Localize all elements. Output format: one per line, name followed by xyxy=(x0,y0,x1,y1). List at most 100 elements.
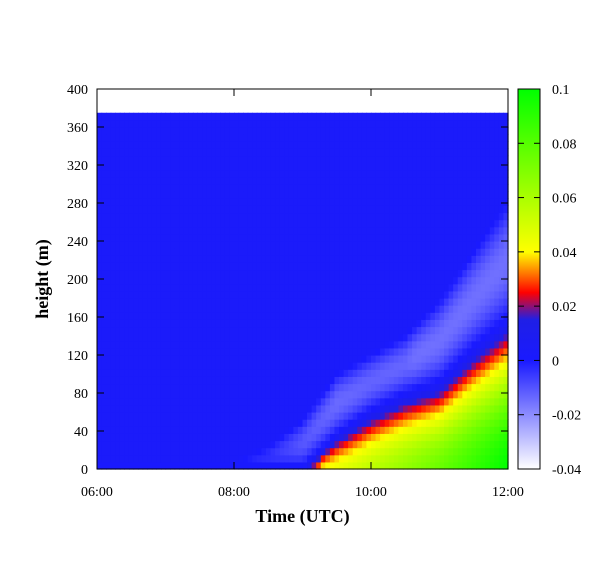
heatmap-cell xyxy=(357,141,363,149)
heatmap-cell xyxy=(224,262,231,271)
heatmap-cell xyxy=(421,347,427,356)
heatmap-cell xyxy=(316,184,322,192)
heatmap-cell xyxy=(279,219,285,228)
heatmap-cell xyxy=(202,305,208,313)
heatmap-cell xyxy=(329,176,336,185)
heatmap-cell xyxy=(256,355,262,363)
heatmap-cell xyxy=(503,198,509,206)
heatmap-cell xyxy=(407,205,413,214)
heatmap-cell xyxy=(375,269,381,278)
heatmap-cell xyxy=(97,340,103,349)
heatmap-cell xyxy=(124,433,130,442)
heatmap-cell xyxy=(138,390,144,399)
heatmap-cell xyxy=(247,312,253,320)
heatmap-cell xyxy=(293,127,299,135)
heatmap-cell xyxy=(101,447,107,456)
heatmap-cell xyxy=(325,298,331,306)
heatmap-cell xyxy=(106,276,112,285)
heatmap-cell xyxy=(434,262,441,271)
heatmap-cell xyxy=(165,326,171,335)
heatmap-cell xyxy=(402,319,409,328)
heatmap-cell xyxy=(165,191,171,199)
heatmap-cell xyxy=(224,376,231,385)
heatmap-cell xyxy=(252,269,258,278)
heatmap-cell xyxy=(197,233,203,242)
heatmap-cell xyxy=(471,312,477,320)
heatmap-cell xyxy=(174,461,180,470)
heatmap-cell xyxy=(270,198,276,206)
heatmap-cell xyxy=(247,461,253,470)
heatmap-cell xyxy=(128,312,135,320)
heatmap-cell xyxy=(393,184,399,192)
heatmap-cell xyxy=(197,333,203,342)
heatmap-cell xyxy=(156,212,162,221)
heatmap-cell xyxy=(156,162,162,171)
heatmap-cell xyxy=(361,269,368,278)
heatmap-cell xyxy=(243,262,249,271)
heatmap-cell xyxy=(498,362,505,370)
heatmap-cell xyxy=(494,347,500,356)
heatmap-cell xyxy=(170,233,176,242)
heatmap-cell xyxy=(380,212,386,221)
heatmap-cell xyxy=(234,119,240,128)
heatmap-cell xyxy=(247,127,253,135)
heatmap-cell xyxy=(343,241,349,249)
heatmap-cell xyxy=(160,141,167,149)
heatmap-cell xyxy=(375,176,381,185)
heatmap-cell xyxy=(430,426,436,434)
heatmap-cell xyxy=(457,226,463,235)
heatmap-cell xyxy=(160,269,167,278)
heatmap-cell xyxy=(348,461,354,470)
heatmap-cell xyxy=(307,447,313,456)
heatmap-cell xyxy=(215,184,221,192)
heatmap-cell xyxy=(256,362,262,370)
heatmap-cell xyxy=(402,255,409,263)
heatmap-cell xyxy=(384,162,390,171)
heatmap-cell xyxy=(393,376,399,385)
heatmap-cell xyxy=(453,112,459,121)
heatmap-cell xyxy=(439,397,445,406)
heatmap-cell xyxy=(265,162,272,171)
heatmap-cell xyxy=(279,119,285,128)
heatmap-cell xyxy=(224,169,231,178)
heatmap-cell xyxy=(115,369,121,377)
heatmap-cell xyxy=(183,276,189,285)
y-tick-label: 320 xyxy=(67,159,88,174)
heatmap-cell xyxy=(430,148,436,157)
y-tick-label: 160 xyxy=(67,311,88,326)
heatmap-cell xyxy=(284,184,290,192)
heatmap-cell xyxy=(366,340,372,349)
heatmap-cell xyxy=(325,347,331,356)
heatmap-cell xyxy=(402,176,409,185)
heatmap-cell xyxy=(503,241,509,249)
heatmap-cell xyxy=(229,119,235,128)
heatmap-cell xyxy=(183,419,189,427)
heatmap-cell xyxy=(206,347,212,356)
heatmap-cell xyxy=(106,305,112,313)
heatmap-cell xyxy=(174,162,180,171)
heatmap-cell xyxy=(485,433,491,442)
heatmap-cell xyxy=(398,169,404,178)
heatmap-cell xyxy=(384,191,390,199)
heatmap-cell xyxy=(170,312,176,320)
heatmap-cell xyxy=(311,155,317,164)
heatmap-cell xyxy=(293,440,299,449)
heatmap-cell xyxy=(128,283,135,292)
heatmap-cell xyxy=(480,390,486,399)
heatmap-cell xyxy=(179,276,185,285)
heatmap-cell xyxy=(238,148,244,157)
heatmap-cell xyxy=(316,255,322,263)
heatmap-cell xyxy=(160,134,167,142)
heatmap-cell xyxy=(416,255,422,263)
heatmap-cell xyxy=(444,447,450,456)
heatmap-cell xyxy=(293,205,299,214)
heatmap-cell xyxy=(192,454,199,463)
heatmap-cell xyxy=(503,155,509,164)
heatmap-cell xyxy=(197,383,203,392)
heatmap-cell xyxy=(160,255,167,263)
heatmap-cell xyxy=(110,255,116,263)
heatmap-cell xyxy=(97,326,103,335)
heatmap-cell xyxy=(238,176,244,185)
heatmap-cell xyxy=(434,298,441,306)
heatmap-cell xyxy=(160,362,167,370)
